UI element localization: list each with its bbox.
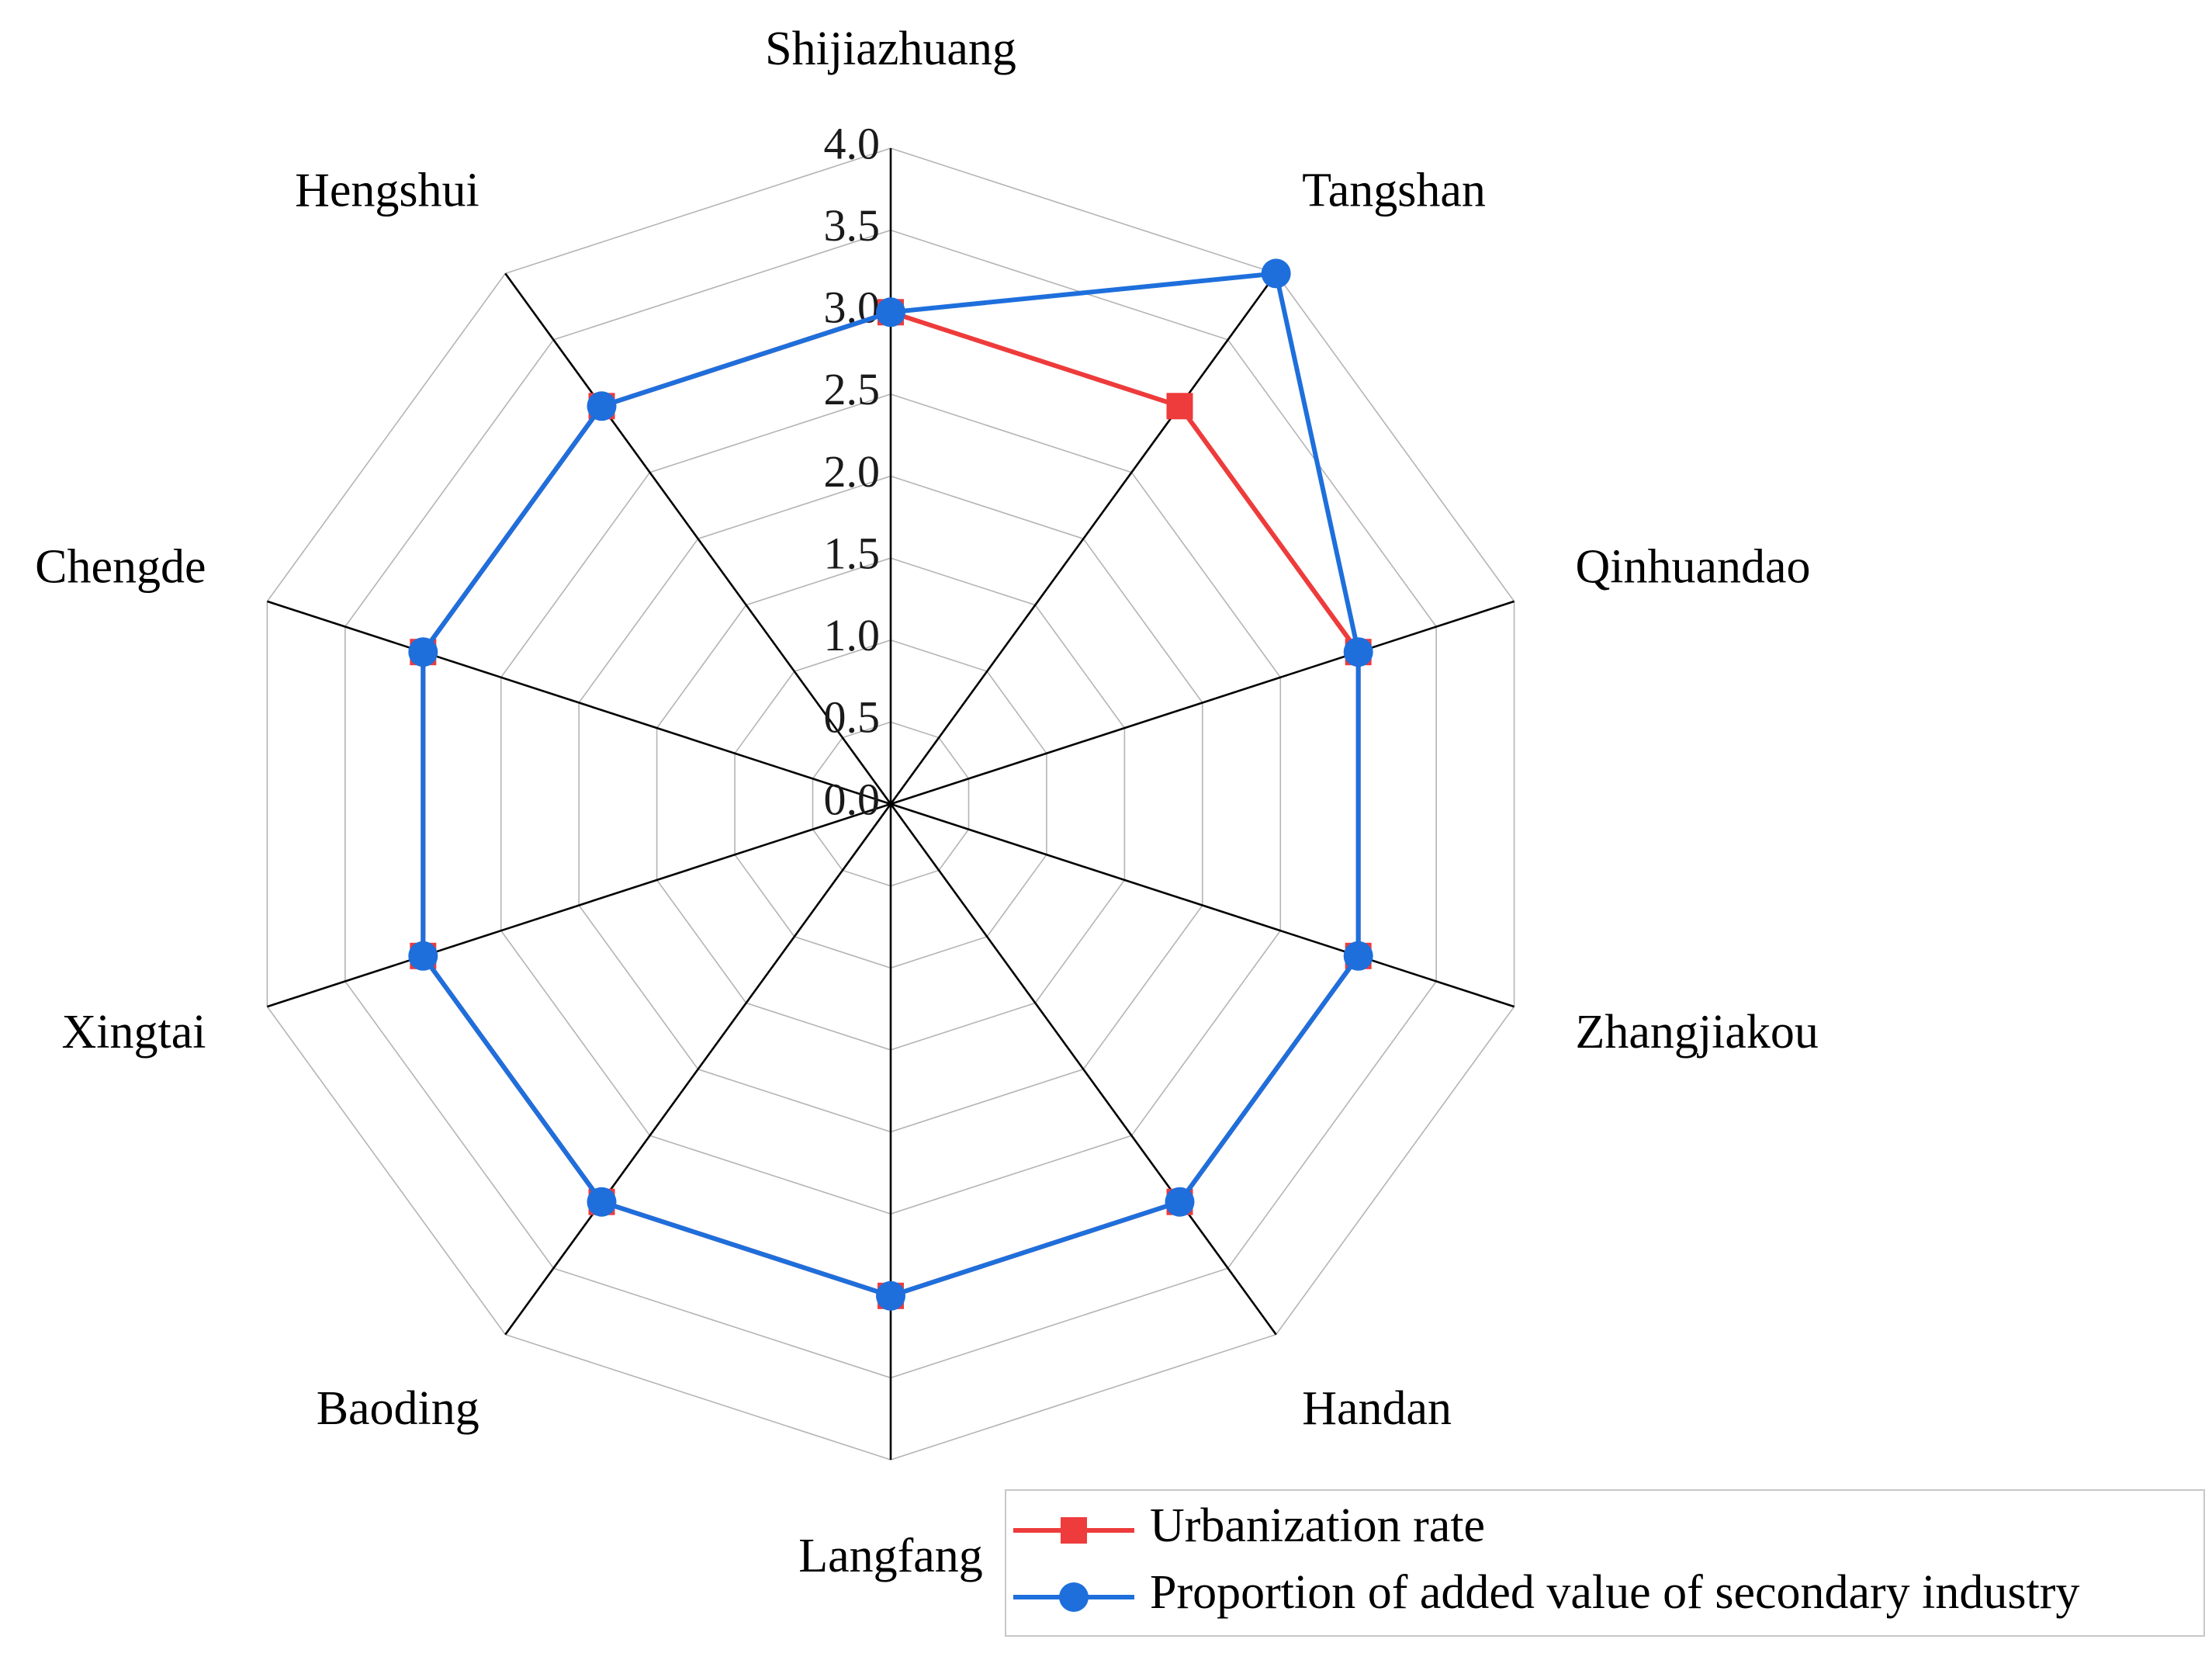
legend-box (1005, 1489, 2205, 1637)
spoke-chengde (266, 600, 891, 806)
category-label-shijiazhuang: Shijiazhuang (765, 23, 1016, 75)
series-secondary-industry (408, 258, 1373, 1311)
category-label-baoding: Baoding (317, 1382, 479, 1435)
spoke-zhangjiakou (890, 802, 1515, 1008)
radial-tick-label: 0.0 (824, 774, 881, 824)
data-point-circle (1165, 1187, 1195, 1217)
spoke-handan (889, 803, 1277, 1336)
data-point-circle (587, 391, 617, 421)
legend-item: Proportion of added value of secondary i… (1013, 1566, 2079, 1619)
legend-item: Urbanization rate (1013, 1499, 1485, 1552)
radial-tick-label: 1.0 (824, 610, 881, 660)
radial-tick-label: 3.5 (824, 200, 881, 251)
data-point-circle (876, 1281, 905, 1311)
category-label-tangshan: Tangshan (1302, 165, 1486, 217)
category-label-langfang: Langfang (798, 1530, 983, 1582)
category-label-xingtai: Xingtai (62, 1006, 206, 1059)
data-series (408, 258, 1373, 1311)
legend-label: Urbanization rate (1150, 1499, 1485, 1552)
radial-tick-label: 4.0 (824, 118, 881, 168)
category-label-qinhuandao: Qinhuandao (1576, 541, 1811, 594)
data-point-circle (408, 941, 438, 971)
spoke-hengshui (504, 272, 892, 805)
category-label-chengde: Chengde (35, 541, 206, 594)
legend-label: Proportion of added value of secondary i… (1150, 1566, 2079, 1619)
spoke-qinhuandao (890, 600, 1515, 806)
data-point-circle (1343, 637, 1373, 667)
radial-tick-label: 0.5 (824, 692, 881, 743)
data-point-circle (1343, 941, 1373, 971)
data-point-circle (587, 1187, 617, 1217)
radial-tick-label: 1.5 (824, 528, 881, 578)
category-label-hengshui: Hengshui (295, 165, 479, 217)
category-labels: Shijiazhuang Tangshan Qinhuandao Zhangjiako… (35, 23, 1819, 1582)
data-point-circle (408, 637, 438, 667)
radial-tick-labels: 0.00.51.01.52.02.53.03.54.0 (824, 118, 881, 824)
spoke-xingtai (266, 802, 891, 1008)
data-point-circle (876, 297, 905, 327)
data-point-square (1166, 393, 1193, 420)
legend-circle-marker (1059, 1582, 1089, 1612)
legend: Urbanization rate Proportion of added val… (1005, 1489, 2205, 1637)
category-label-zhangjiakou: Zhangjiakou (1576, 1006, 1819, 1059)
legend-square-marker (1061, 1517, 1087, 1544)
spoke-baoding (504, 803, 892, 1336)
radial-tick-label: 2.5 (824, 364, 881, 414)
category-label-handan: Handan (1302, 1382, 1452, 1435)
data-point-circle (1261, 258, 1291, 289)
radar-spokes (266, 148, 1515, 1460)
radial-tick-label: 2.0 (824, 446, 881, 497)
spoke-tangshan (889, 272, 1277, 805)
